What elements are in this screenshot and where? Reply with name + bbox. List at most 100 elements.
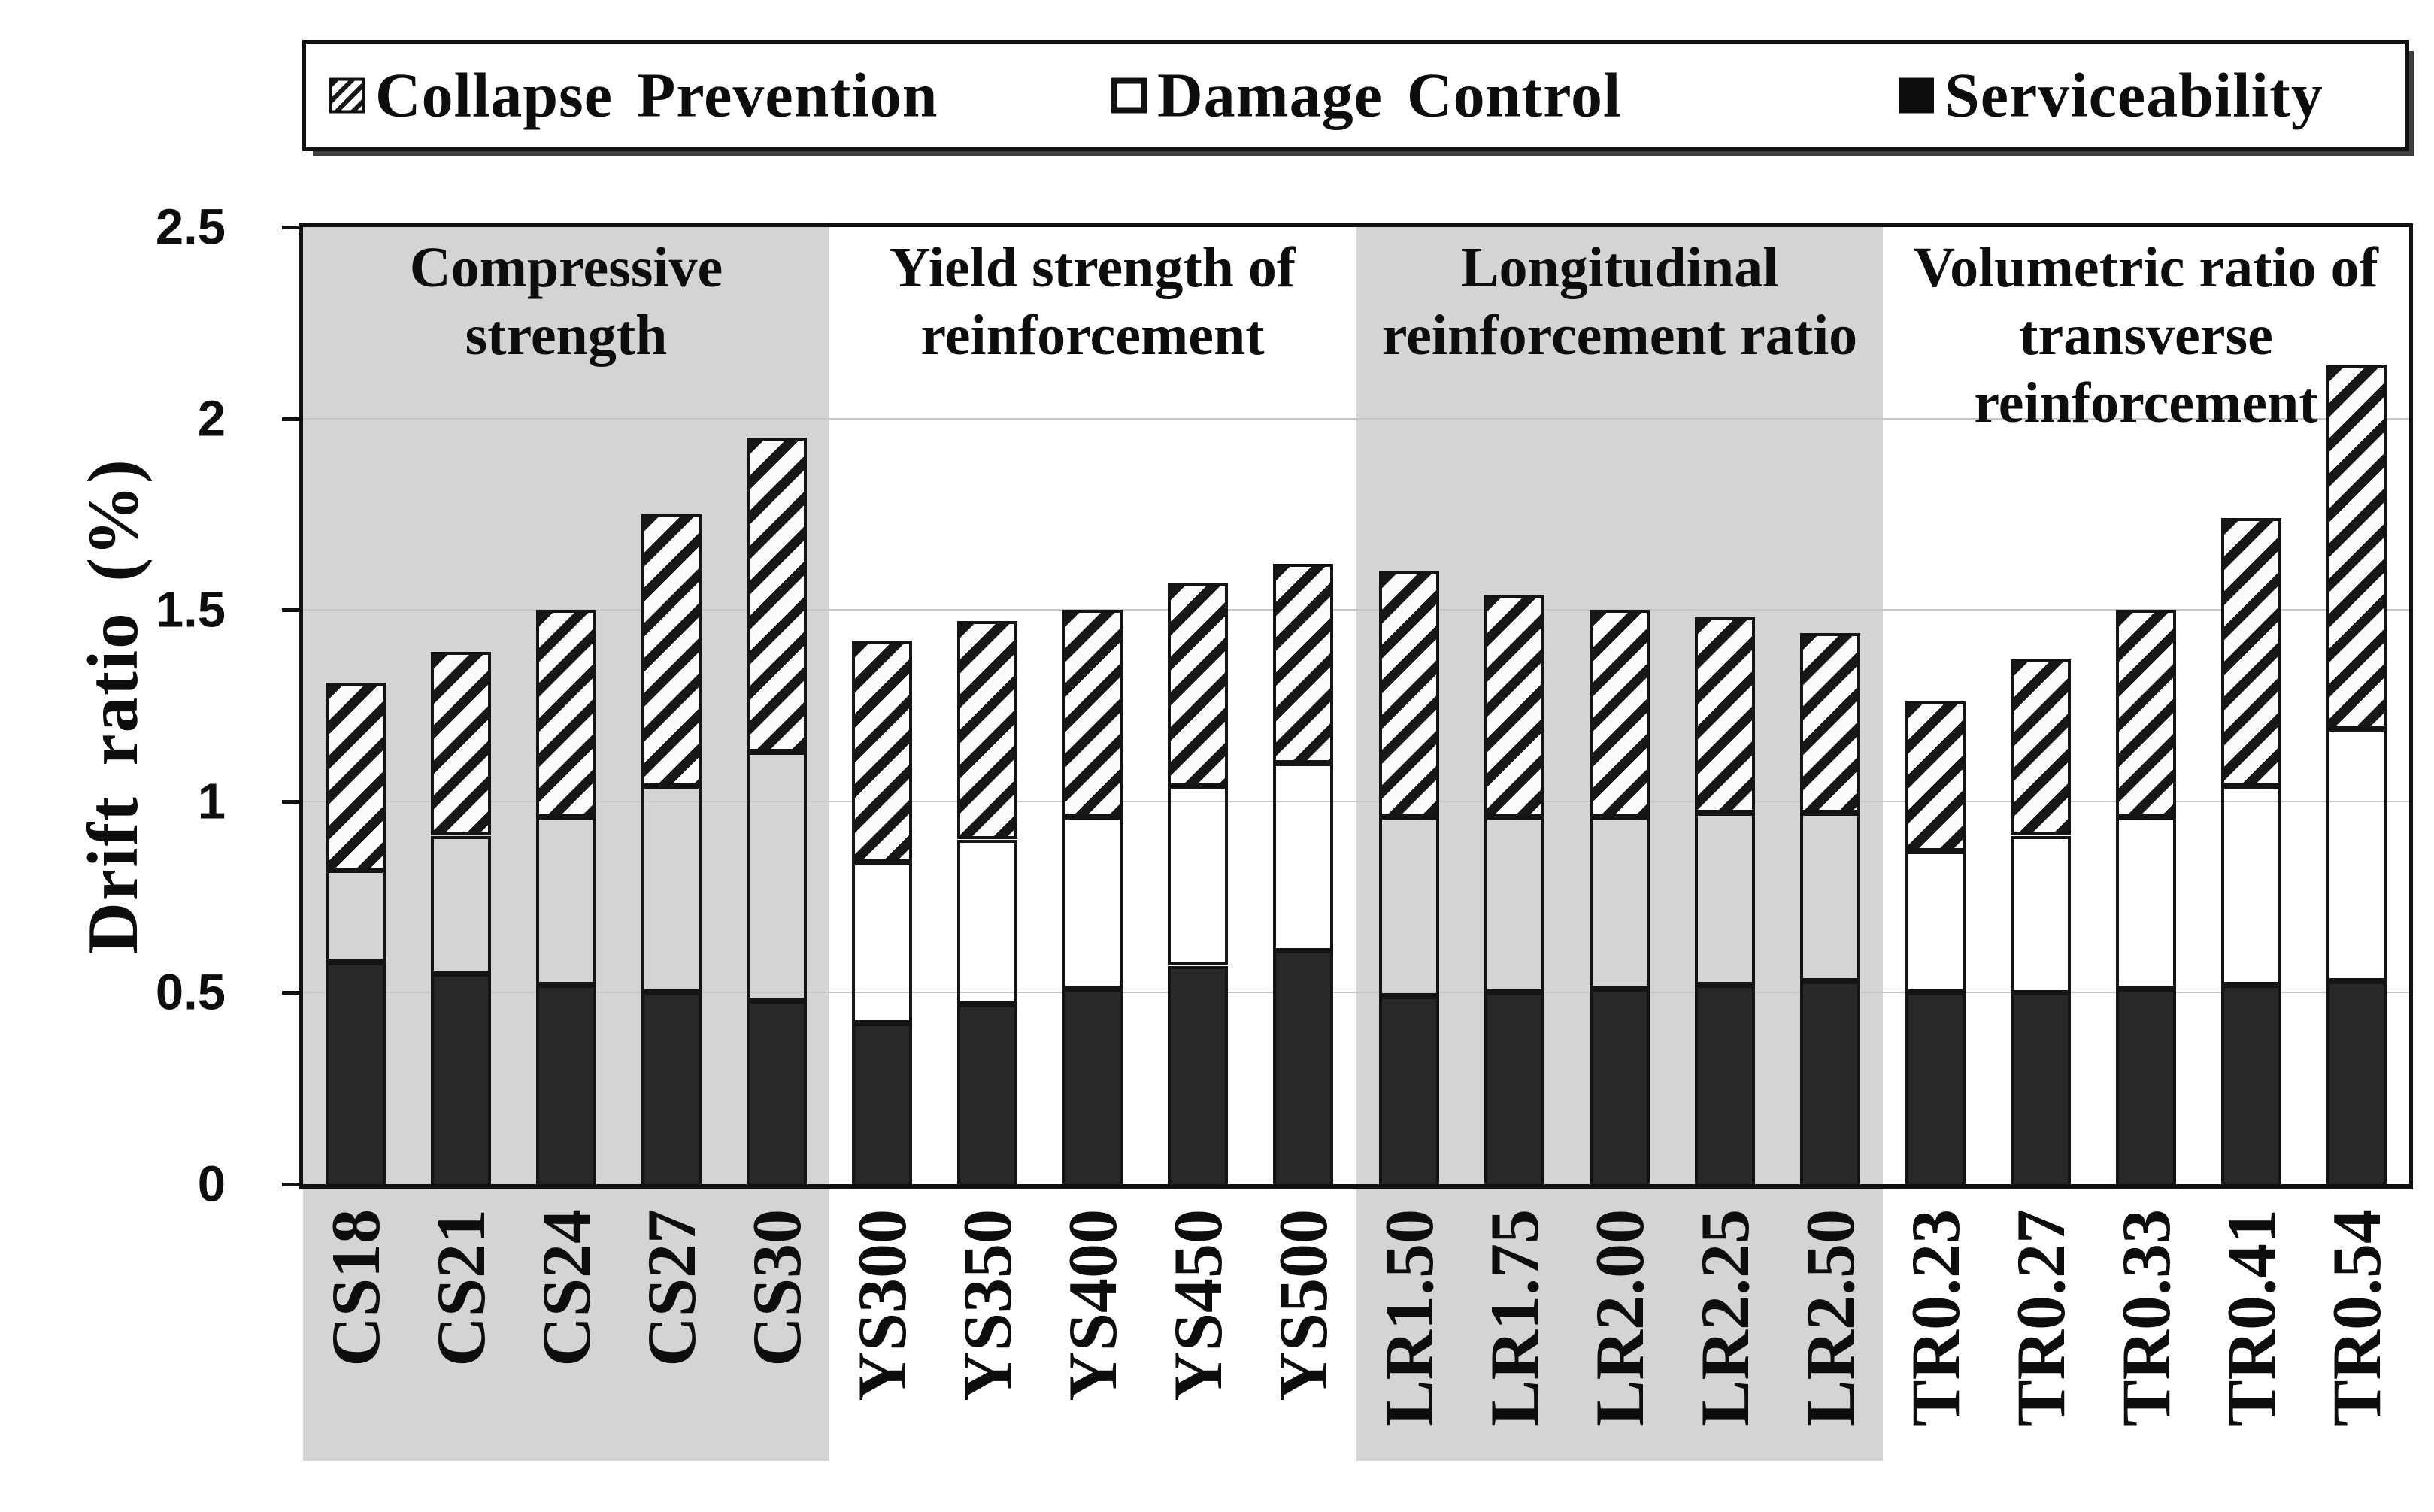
x-label-ys300: YS300	[844, 1209, 920, 1401]
bar-tr0-27-serviceability	[2011, 992, 2071, 1187]
x-label-ys450: YS450	[1159, 1209, 1236, 1401]
bar-cs18-damage-control	[326, 870, 386, 962]
bar-tr0-23-collapse-prevention	[1905, 701, 1966, 851]
hatched-square-icon	[329, 77, 365, 114]
bar-tr0-27-damage-control	[2011, 836, 2071, 993]
x-label-ys350: YS350	[949, 1209, 1026, 1401]
bar-cs18-serviceability	[326, 962, 386, 1187]
bar-ys350-damage-control	[957, 840, 1017, 1004]
bar-cs18-collapse-prevention	[326, 683, 386, 871]
bar-lr2-25-collapse-prevention	[1695, 617, 1755, 813]
legend-label: Serviceability	[1944, 60, 2323, 131]
y-tick-mark-1	[282, 800, 303, 804]
white-square-icon	[1111, 77, 1147, 114]
legend-label: Damage Control	[1157, 60, 1622, 131]
bar-lr2-25-damage-control	[1695, 813, 1755, 985]
x-label-lr2-25: LR2.25	[1687, 1209, 1763, 1426]
x-label-tr0-54: TR0.54	[2318, 1209, 2395, 1426]
bar-ys400-collapse-prevention	[1062, 610, 1123, 817]
bar-lr2-00-collapse-prevention	[1590, 610, 1650, 817]
plot-frame	[299, 223, 2413, 1189]
x-label-cs18: CS18	[317, 1209, 394, 1367]
bar-cs24-damage-control	[536, 817, 596, 985]
bar-lr1-75-collapse-prevention	[1484, 595, 1544, 817]
legend-item-serviceability: Serviceability	[1899, 59, 2323, 132]
x-label-tr0-23: TR0.23	[1897, 1209, 1974, 1426]
x-label-lr2-00: LR2.00	[1581, 1209, 1658, 1426]
bar-lr1-50-collapse-prevention	[1379, 571, 1439, 817]
gridline-0.5	[303, 992, 2409, 993]
bar-tr0-23-serviceability	[1905, 992, 1966, 1187]
x-label-lr1-75: LR1.75	[1476, 1209, 1553, 1426]
x-label-lr2-50: LR2.50	[1792, 1209, 1869, 1426]
bar-lr2-00-serviceability	[1590, 989, 1650, 1187]
y-tick-mark-2	[282, 417, 303, 421]
group-title-yield-strength-of: Yield strength of reinforcement	[889, 236, 1296, 367]
legend-item-collapse-prevention: Collapse Prevention	[329, 59, 938, 132]
bar-tr0-33-serviceability	[2116, 989, 2176, 1187]
bar-tr0-41-serviceability	[2221, 985, 2281, 1187]
x-label-ys500: YS500	[1265, 1209, 1341, 1401]
category-band-compressive-strength	[303, 227, 829, 1461]
bar-tr0-33-collapse-prevention	[2116, 610, 2176, 817]
bar-cs21-collapse-prevention	[431, 652, 491, 835]
x-label-cs27: CS27	[633, 1209, 710, 1367]
bar-ys400-damage-control	[1062, 817, 1123, 989]
bar-lr1-75-serviceability	[1484, 992, 1544, 1187]
y-tick-label-2: 2	[197, 390, 226, 447]
bar-lr2-50-damage-control	[1800, 813, 1860, 981]
bar-tr0-54-serviceability	[2326, 981, 2387, 1187]
x-label-cs30: CS30	[738, 1209, 815, 1367]
category-band-longitudinal	[1356, 227, 1883, 1461]
y-tick-mark-0	[282, 1183, 303, 1186]
bar-tr0-41-collapse-prevention	[2221, 518, 2281, 786]
group-title-compressive-strength: Compressive strength	[409, 236, 723, 367]
bar-ys300-damage-control	[852, 862, 912, 1023]
legend-box: Collapse Prevention Damage Control Servi…	[302, 40, 2409, 151]
y-tick-mark-0.5	[282, 991, 303, 995]
legend-item-damage-control: Damage Control	[1111, 59, 1621, 132]
x-label-cs21: CS21	[423, 1209, 499, 1367]
x-label-cs24: CS24	[528, 1209, 605, 1367]
bar-tr0-27-collapse-prevention	[2011, 659, 2071, 835]
bar-lr2-25-serviceability	[1695, 985, 1755, 1187]
y-tick-mark-2.5	[282, 226, 303, 229]
bar-ys350-serviceability	[957, 1004, 1017, 1187]
bar-tr0-54-damage-control	[2326, 729, 2387, 981]
bar-cs30-damage-control	[747, 752, 807, 1001]
bar-ys400-serviceability	[1062, 989, 1123, 1187]
bar-ys300-serviceability	[852, 1023, 912, 1187]
x-label-tr0-41: TR0.41	[2213, 1209, 2290, 1426]
y-tick-label-0.5: 0.5	[155, 964, 226, 1021]
bar-ys500-collapse-prevention	[1273, 564, 1333, 763]
y-tick-mark-1.5	[282, 608, 303, 612]
y-tick-label-1.5: 1.5	[155, 581, 226, 638]
bar-tr0-54-collapse-prevention	[2326, 365, 2387, 729]
bar-tr0-41-damage-control	[2221, 786, 2281, 985]
group-title-volumetric-ratio-of: Volumetric ratio of transverse reinforce…	[1914, 236, 2378, 435]
bar-tr0-23-damage-control	[1905, 851, 1966, 992]
bar-cs24-serviceability	[536, 985, 596, 1187]
bar-ys450-damage-control	[1168, 786, 1228, 965]
y-axis-title: Drift ratio (%)	[73, 458, 153, 954]
bar-ys500-damage-control	[1273, 763, 1333, 951]
y-tick-label-2.5: 2.5	[155, 198, 226, 256]
group-title-longitudinal: Longitudinal reinforcement ratio	[1381, 236, 1858, 367]
legend-label: Collapse Prevention	[375, 60, 938, 131]
gridline-1.5	[303, 609, 2409, 611]
bar-cs27-damage-control	[641, 786, 702, 992]
y-tick-label-1: 1	[197, 773, 226, 830]
bar-lr2-50-serviceability	[1800, 981, 1860, 1187]
bar-lr1-50-damage-control	[1379, 817, 1439, 996]
gridline-2	[303, 418, 2409, 420]
bar-cs27-collapse-prevention	[641, 514, 702, 786]
black-square-icon	[1899, 77, 1934, 114]
bar-lr1-75-damage-control	[1484, 817, 1544, 992]
bar-cs24-collapse-prevention	[536, 610, 596, 817]
x-label-ys400: YS400	[1054, 1209, 1131, 1401]
bar-lr1-50-serviceability	[1379, 996, 1439, 1187]
bar-cs21-damage-control	[431, 836, 491, 974]
bar-ys300-collapse-prevention	[852, 641, 912, 862]
bar-lr2-50-collapse-prevention	[1800, 633, 1860, 813]
